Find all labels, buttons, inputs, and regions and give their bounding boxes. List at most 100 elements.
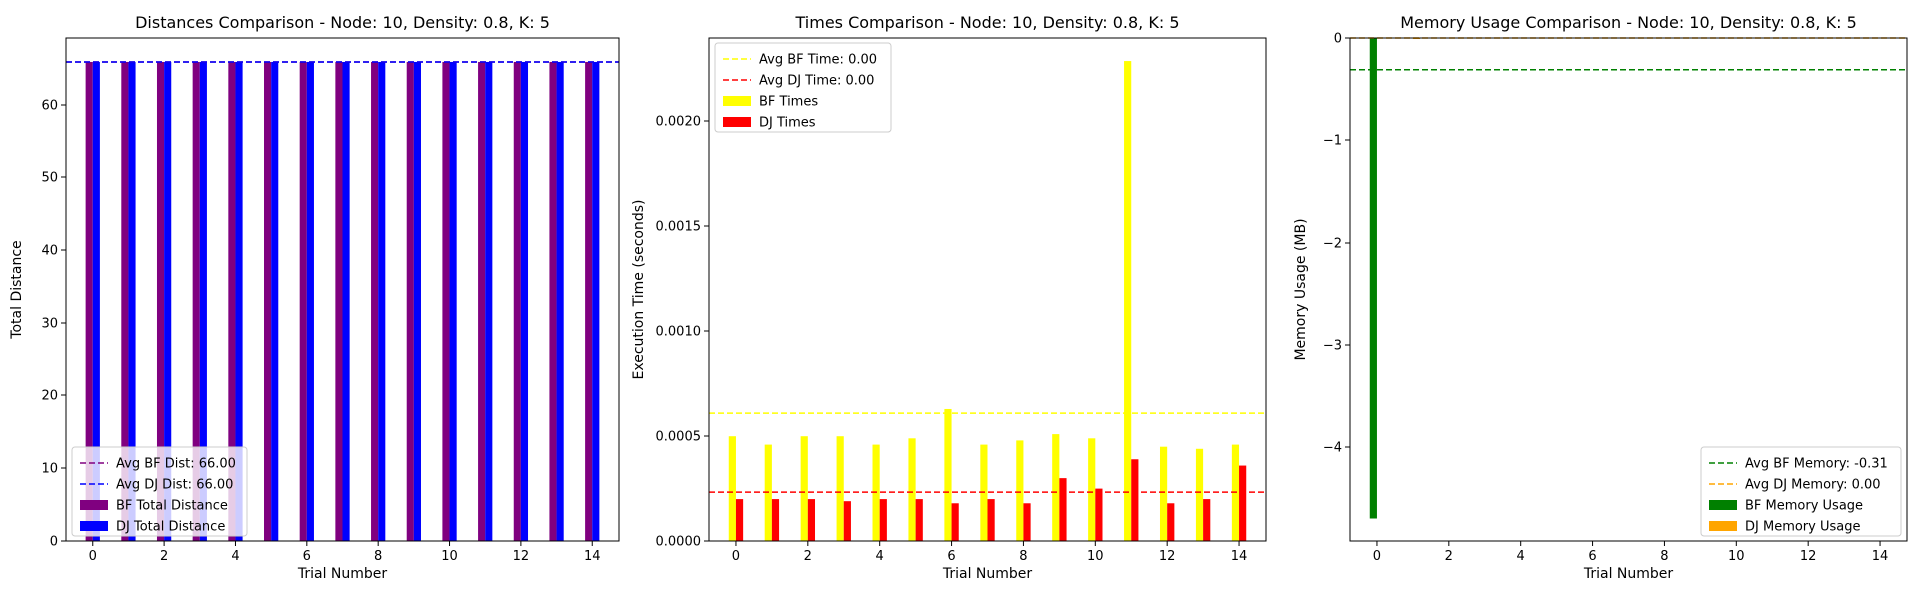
bar-bf-memory-usage-0 bbox=[1369, 38, 1377, 519]
chart-title: Times Comparison - Node: 10, Density: 0.… bbox=[795, 13, 1180, 32]
x-tick-label: 10 bbox=[441, 549, 458, 564]
x-tick-label: 2 bbox=[160, 549, 168, 564]
y-tick-label: 0.0015 bbox=[656, 220, 702, 235]
bar-bf-total-distance-3 bbox=[192, 61, 200, 541]
bar-dj-times-14 bbox=[1239, 465, 1247, 541]
bar-dj-total-distance-5 bbox=[271, 61, 279, 541]
x-tick-label: 10 bbox=[1728, 549, 1745, 564]
bar-bf-times-6 bbox=[944, 408, 952, 541]
bar-dj-total-distance-8 bbox=[378, 61, 386, 541]
bar-bf-times-13 bbox=[1195, 448, 1204, 541]
legend-patch-swatch bbox=[1709, 500, 1737, 510]
bar-bf-total-distance-12 bbox=[513, 61, 521, 541]
legend-box bbox=[1700, 446, 1902, 537]
bar-bf-total-distance-8 bbox=[371, 61, 379, 541]
bar-bf-times-3 bbox=[836, 436, 844, 541]
y-axis-label: Total Distance bbox=[9, 240, 25, 339]
bar-dj-total-distance-2 bbox=[164, 61, 172, 541]
y-tick-label: 0.0010 bbox=[656, 325, 702, 340]
bar-dj-total-distance-10 bbox=[449, 61, 457, 541]
legend-entry: Avg BF Dist: 66.00 bbox=[116, 457, 236, 472]
legend-entry: Avg BF Time: 0.00 bbox=[759, 53, 877, 68]
bar-dj-total-distance-9 bbox=[413, 61, 421, 541]
bar-bf-total-distance-4 bbox=[228, 61, 236, 541]
legend-patch-swatch bbox=[80, 521, 108, 531]
legend-patch-swatch bbox=[1709, 521, 1737, 531]
bar-bf-total-distance-10 bbox=[442, 61, 450, 541]
legend-entry: DJ Times bbox=[759, 116, 816, 131]
y-tick-label: −3 bbox=[1323, 339, 1342, 354]
y-tick-label: 0 bbox=[1334, 32, 1342, 47]
bar-dj-total-distance-0 bbox=[92, 61, 100, 541]
x-tick-label: 8 bbox=[374, 549, 382, 564]
x-tick-label: 4 bbox=[876, 549, 884, 564]
bar-bf-total-distance-5 bbox=[264, 61, 272, 541]
bar-bf-times-9 bbox=[1052, 434, 1060, 541]
legend-patch-swatch bbox=[80, 500, 108, 510]
bar-bf-times-0 bbox=[728, 436, 736, 541]
x-tick-label: 6 bbox=[303, 549, 311, 564]
x-tick-label: 14 bbox=[1231, 549, 1248, 564]
bar-dj-total-distance-1 bbox=[128, 61, 136, 541]
legend-entry: Avg DJ Dist: 66.00 bbox=[116, 478, 233, 493]
bar-dj-times-7 bbox=[987, 499, 995, 541]
y-tick-label: 0 bbox=[50, 535, 58, 550]
chart-1: 0 2 4 6 8 10 12 14 0 10 20 30 40 50 60 Distances Compar… bbox=[9, 13, 620, 582]
bar-dj-times-1 bbox=[771, 499, 780, 541]
bar-bf-total-distance-14 bbox=[585, 61, 593, 541]
x-tick-label: 10 bbox=[1087, 549, 1104, 564]
bar-bf-total-distance-13 bbox=[549, 61, 557, 541]
legend-entry: Avg BF Memory: -0.31 bbox=[1745, 457, 1888, 472]
bar-dj-times-6 bbox=[951, 503, 959, 541]
x-tick-label: 12 bbox=[1800, 549, 1817, 564]
legend-entry: BF Total Distance bbox=[116, 499, 228, 514]
bar-bf-times-11 bbox=[1124, 61, 1132, 541]
y-axis-label: Execution Time (seconds) bbox=[631, 199, 647, 379]
legend-box bbox=[714, 42, 892, 133]
bar-bf-total-distance-7 bbox=[335, 61, 343, 541]
y-tick-label: 60 bbox=[41, 99, 58, 114]
bar-dj-total-distance-12 bbox=[520, 61, 529, 541]
y-tick-label: −2 bbox=[1323, 237, 1342, 252]
bar-bf-times-10 bbox=[1088, 438, 1096, 541]
axes-frame bbox=[1349, 37, 1908, 542]
bar-bf-total-distance-1 bbox=[121, 61, 129, 541]
bar-bf-times-2 bbox=[800, 436, 808, 541]
x-axis-label: Trial Number bbox=[297, 566, 388, 582]
y-tick-label: 0.0005 bbox=[656, 430, 702, 445]
bar-dj-total-distance-4 bbox=[235, 61, 243, 541]
bar-dj-times-13 bbox=[1203, 499, 1211, 541]
legend-entry: BF Memory Usage bbox=[1745, 499, 1863, 514]
legend-entry: Avg DJ Time: 0.00 bbox=[759, 74, 874, 89]
bar-dj-total-distance-14 bbox=[592, 61, 600, 541]
bar-dj-total-distance-7 bbox=[342, 61, 350, 541]
x-tick-label: 14 bbox=[1872, 549, 1889, 564]
bar-dj-times-2 bbox=[807, 499, 816, 541]
x-tick-label: 8 bbox=[1019, 549, 1027, 564]
x-tick-label: 0 bbox=[1373, 549, 1381, 564]
x-tick-label: 4 bbox=[1517, 549, 1525, 564]
chart-title: Memory Usage Comparison - Node: 10, Dens… bbox=[1400, 13, 1857, 32]
y-tick-label: 50 bbox=[41, 171, 58, 186]
x-tick-label: 12 bbox=[513, 549, 530, 564]
x-tick-label: 0 bbox=[89, 549, 97, 564]
bar-bf-total-distance-11 bbox=[478, 61, 486, 541]
x-axis-label: Trial Number bbox=[1583, 566, 1674, 582]
x-tick-label: 2 bbox=[804, 549, 812, 564]
chart-3: 0 2 4 6 8 10 12 14 −4 −3 −2 −1 0 Memory Usage Compari… bbox=[1293, 13, 1908, 582]
y-tick-label: 40 bbox=[41, 244, 58, 259]
legend-entry: BF Times bbox=[759, 95, 818, 110]
bar-dj-times-11 bbox=[1131, 459, 1139, 541]
bar-dj-times-5 bbox=[915, 499, 923, 541]
chart-2: 0 2 4 6 8 10 12 14 0.0000 0.0005 0.0010 0.0015 0.002… bbox=[631, 13, 1267, 582]
x-tick-label: 14 bbox=[584, 549, 601, 564]
y-tick-label: 10 bbox=[41, 462, 58, 477]
legend-patch-swatch bbox=[723, 96, 751, 106]
legend-patch-swatch bbox=[723, 117, 751, 127]
bar-dj-times-3 bbox=[843, 501, 851, 541]
bar-dj-total-distance-3 bbox=[199, 61, 207, 541]
axes-frame bbox=[708, 37, 1267, 542]
x-tick-label: 12 bbox=[1159, 549, 1176, 564]
legend: Avg BF Memory: -0.31 Avg DJ Memory: 0.00 B… bbox=[1700, 446, 1902, 537]
legend: Avg BF Dist: 66.00 Avg DJ Dist: 66.00 BF T… bbox=[71, 446, 248, 537]
